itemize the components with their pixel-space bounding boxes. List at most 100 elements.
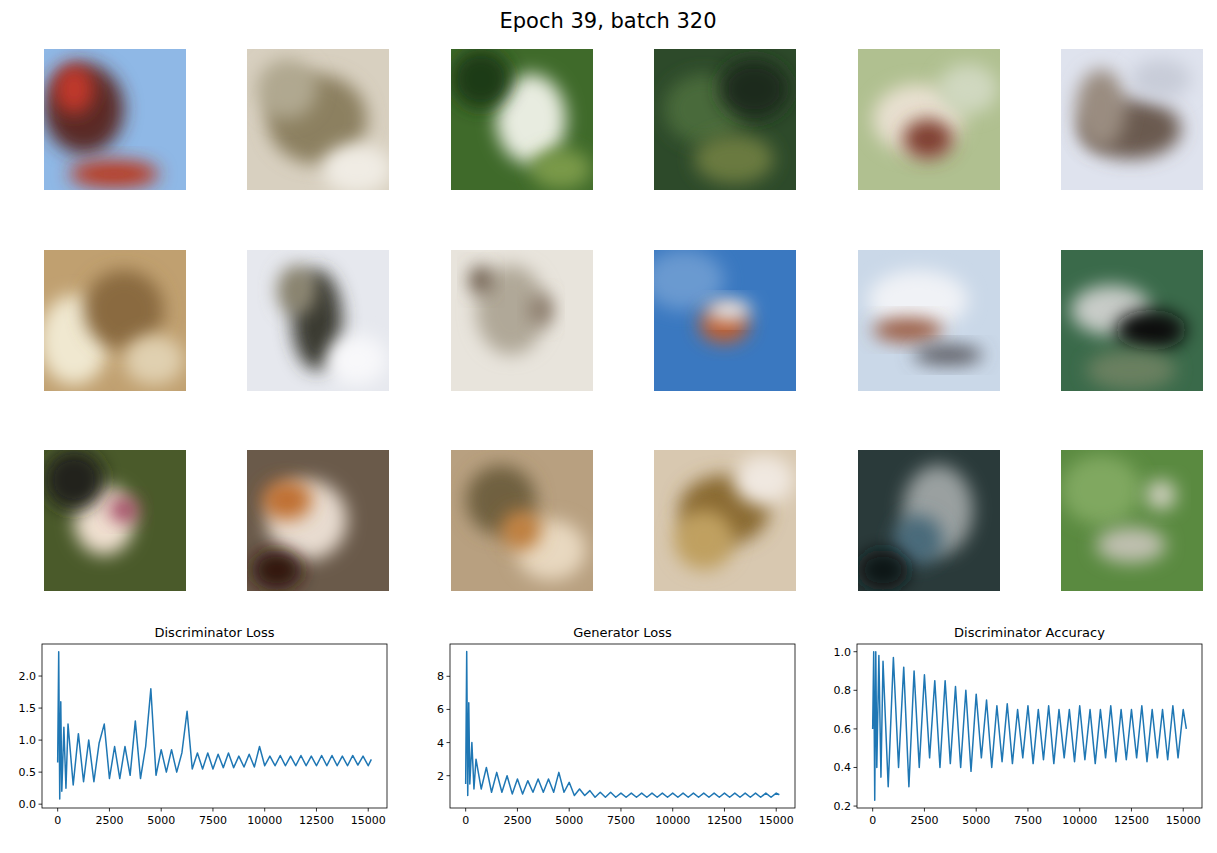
image-background <box>1061 450 1203 591</box>
x-tick <box>724 808 725 812</box>
image-blob <box>69 160 159 188</box>
x-tick <box>620 808 621 812</box>
figure-title: Epoch 39, batch 320 <box>499 9 716 33</box>
x-tick <box>57 808 58 812</box>
x-tick <box>1183 808 1184 812</box>
image-blob <box>719 59 789 119</box>
image-blob <box>858 550 908 590</box>
y-tick-label: 1.5 <box>19 702 37 715</box>
x-tick-label: 7500 <box>199 814 227 827</box>
x-tick-label: 12500 <box>1114 814 1149 827</box>
y-tick-label: 6 <box>437 703 444 716</box>
x-tick-label: 15000 <box>351 814 386 827</box>
sample-image <box>44 450 186 591</box>
image-blob <box>109 498 139 522</box>
image-blob <box>451 49 511 109</box>
image-blob <box>734 455 794 505</box>
y-tick <box>447 709 451 710</box>
image-blob <box>262 480 312 520</box>
y-tick <box>39 740 43 741</box>
x-tick <box>924 808 925 812</box>
x-tick-label: 5000 <box>962 814 990 827</box>
y-tick-label: 0.6 <box>834 723 852 736</box>
chart-title: Discriminator Loss <box>154 625 274 640</box>
x-tick-label: 15000 <box>1166 814 1201 827</box>
image-blob <box>1086 350 1176 390</box>
line-series <box>873 652 1187 801</box>
x-tick-label: 10000 <box>1062 814 1097 827</box>
x-tick-label: 7500 <box>607 814 635 827</box>
sample-image <box>247 450 389 591</box>
image-background <box>858 250 1000 391</box>
y-tick-label: 1.0 <box>19 734 37 747</box>
y-tick <box>447 676 451 677</box>
y-tick <box>854 690 858 691</box>
image-blob <box>44 64 124 154</box>
x-tick <box>316 808 317 812</box>
axes-frame <box>857 644 1202 808</box>
image-background <box>247 250 389 391</box>
y-tick <box>447 775 451 776</box>
y-tick-label: 0.8 <box>834 684 852 697</box>
y-tick <box>447 742 451 743</box>
image-background <box>858 450 1000 591</box>
sample-image <box>451 49 593 190</box>
y-tick-label: 4 <box>437 737 444 750</box>
image-blob <box>1076 69 1126 149</box>
x-tick-label: 2500 <box>910 814 938 827</box>
image-background <box>858 49 1000 190</box>
image-background <box>1061 250 1203 391</box>
x-tick-label: 15000 <box>759 814 794 827</box>
x-tick-label: 5000 <box>147 814 175 827</box>
y-tick-label: 0.2 <box>834 800 852 813</box>
x-tick <box>1131 808 1132 812</box>
sample-image <box>247 250 389 391</box>
image-background <box>451 49 593 190</box>
sample-image <box>858 450 1000 591</box>
y-tick-label: 1.0 <box>834 646 852 659</box>
y-tick <box>854 651 858 652</box>
image-blob <box>44 450 104 510</box>
image-background <box>451 250 593 391</box>
line-series <box>466 651 780 797</box>
chart-title: Generator Loss <box>573 625 672 640</box>
image-blob <box>529 294 553 326</box>
sample-image <box>247 49 389 190</box>
x-tick <box>465 808 466 812</box>
figure: Epoch 39, batch 320Discriminator Loss025… <box>0 0 1217 853</box>
sample-image <box>451 250 593 391</box>
y-tick <box>39 676 43 677</box>
image-blob <box>873 318 943 342</box>
x-tick <box>672 808 673 812</box>
sample-image <box>654 49 796 190</box>
x-tick-label: 12500 <box>299 814 334 827</box>
y-tick <box>39 708 43 709</box>
sample-image <box>858 49 1000 190</box>
image-blob <box>913 345 983 365</box>
y-tick-label: 0.5 <box>19 766 37 779</box>
image-blob <box>1116 310 1186 350</box>
image-blob <box>1146 480 1176 510</box>
image-background <box>451 450 593 591</box>
sample-image <box>451 450 593 591</box>
image-background <box>247 450 389 591</box>
axes-frame <box>42 644 387 808</box>
sample-image <box>1061 49 1203 190</box>
y-tick-label: 2.0 <box>19 670 37 683</box>
y-tick <box>39 772 43 773</box>
plot-area <box>873 652 1187 801</box>
x-tick-label: 2500 <box>503 814 531 827</box>
chart: Discriminator Accuracy025005000750010000… <box>834 625 1203 827</box>
x-tick <box>517 808 518 812</box>
image-blob <box>277 265 317 315</box>
chart: Generator Loss02500500075001000012500150… <box>437 625 795 827</box>
y-tick-label: 0.0 <box>19 798 37 811</box>
image-blob <box>1131 59 1191 99</box>
y-tick <box>854 728 858 729</box>
image-blob <box>694 134 774 184</box>
y-tick-label: 0.4 <box>834 761 852 774</box>
x-tick <box>109 808 110 812</box>
x-tick-label: 10000 <box>247 814 282 827</box>
image-blob <box>252 550 302 590</box>
image-blob <box>1096 527 1166 563</box>
